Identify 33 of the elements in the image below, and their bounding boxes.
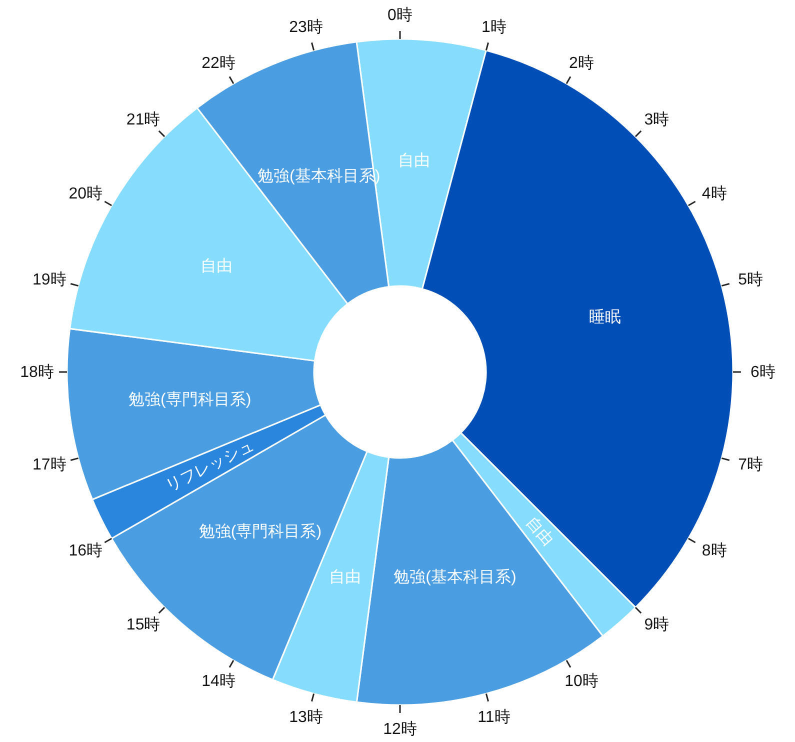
text: 16時 xyxy=(68,542,103,560)
text: 7時 xyxy=(738,455,764,474)
text: 6時 xyxy=(750,363,776,381)
text: 2時 xyxy=(569,54,594,72)
slice-label: リフレッシュ xyxy=(163,437,257,496)
text: 14時 xyxy=(202,672,236,690)
text: 22時 xyxy=(202,54,236,72)
slice-label: 勉強(専門科目系) xyxy=(128,390,252,409)
text: 4時 xyxy=(702,184,727,202)
text: 15時 xyxy=(126,615,160,634)
slice-label: 自由 xyxy=(522,513,558,550)
text: 19時 xyxy=(32,270,66,289)
text: 5時 xyxy=(738,270,764,289)
text: 8時 xyxy=(702,542,727,560)
text: 9時 xyxy=(644,615,670,634)
text: 1時 xyxy=(482,18,506,36)
text: 12時 xyxy=(383,720,417,738)
slice-label: 自由 xyxy=(200,257,232,276)
text: 13時 xyxy=(289,708,323,726)
slice-label: 自由 xyxy=(329,568,362,586)
text: 21時 xyxy=(126,110,160,129)
text: 11時 xyxy=(478,708,510,726)
slice-label: 睡眠 xyxy=(588,308,621,326)
text: 23時 xyxy=(289,18,323,36)
text: 20時 xyxy=(68,184,103,202)
text: 17時 xyxy=(32,455,66,474)
slice-label: 勉強(専門科目系) xyxy=(198,522,322,540)
slice-label: 勉強(基本科目系) xyxy=(394,568,516,586)
slice-label: 自由 xyxy=(398,151,430,170)
text: 18時 xyxy=(20,363,54,381)
text: 10時 xyxy=(564,672,598,690)
text: 0時 xyxy=(388,6,412,24)
text: 3時 xyxy=(644,110,670,129)
